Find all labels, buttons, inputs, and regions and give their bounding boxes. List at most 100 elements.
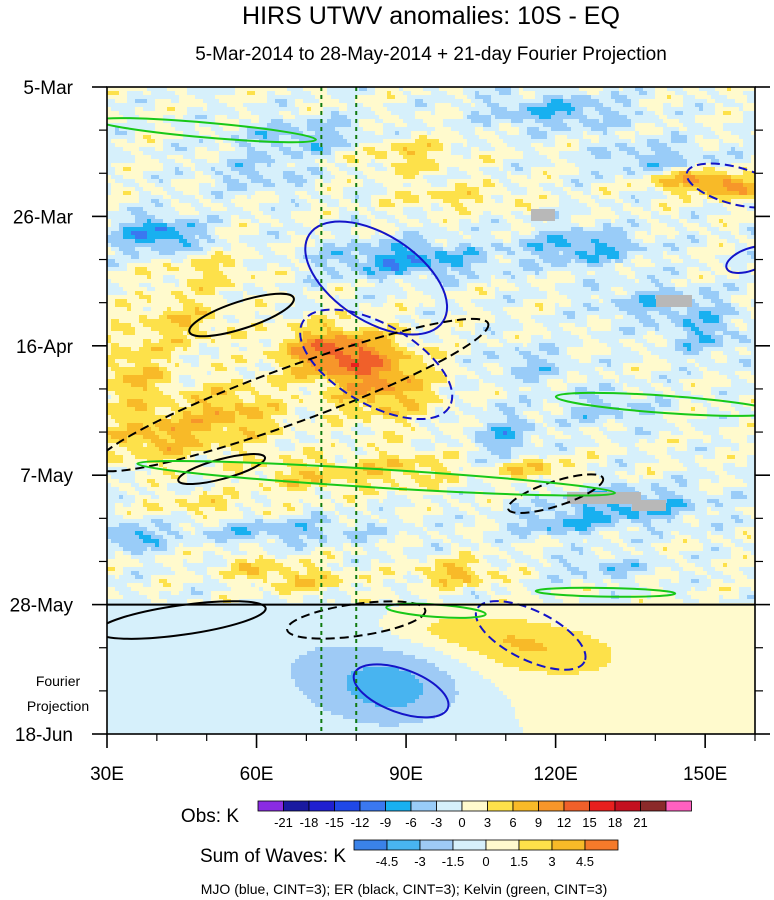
heatmap-cell-run [675, 227, 687, 231]
heatmap-cell-run [379, 267, 391, 271]
heatmap-cell-run [487, 571, 499, 575]
heatmap-cell-run [423, 259, 431, 263]
heatmap-cell-run [603, 115, 627, 119]
heatmap-cell-run [119, 443, 143, 447]
heatmap-cell-run [499, 599, 507, 603]
heatmap-cell-run [571, 111, 583, 115]
heatmap-cell-run [399, 399, 415, 403]
heatmap-cell-run [463, 591, 471, 595]
heatmap-cell-run [667, 499, 683, 503]
heatmap-cell-run [191, 587, 195, 591]
heatmap-cell-run [467, 647, 519, 651]
heatmap-cell-run [551, 263, 567, 267]
heatmap-cell-run [443, 507, 459, 511]
heatmap-cell-run [107, 551, 115, 555]
heatmap-cell-run [723, 351, 739, 355]
heatmap-cell-run [607, 243, 639, 247]
heatmap-cell-run [223, 463, 243, 467]
heatmap-cell-run [695, 359, 715, 363]
heatmap-cell-run [643, 391, 663, 395]
heatmap-cell-run [455, 403, 471, 407]
heatmap-cell-run [107, 263, 119, 267]
heatmap-cell-run [487, 423, 535, 427]
heatmap-cell-run [731, 495, 747, 499]
heatmap-cell-run [471, 191, 479, 195]
heatmap-cell-run [619, 111, 635, 115]
heatmap-cell-run [487, 447, 511, 451]
heatmap-cell-run [187, 91, 235, 95]
heatmap-cell-run [631, 195, 635, 199]
heatmap-cell-run [655, 275, 687, 279]
heatmap-cell-run [531, 499, 547, 503]
heatmap-cell-run [619, 251, 627, 255]
heatmap-cell-run [279, 483, 287, 487]
heatmap-cell-run [407, 247, 443, 251]
heatmap-cell-run [723, 339, 739, 343]
heatmap-cell-run [367, 151, 387, 155]
heatmap-cell-run [275, 471, 283, 475]
heatmap-cell-run [671, 147, 703, 151]
heatmap-cell-run [415, 139, 439, 143]
heatmap-cell-run [171, 143, 179, 147]
heatmap-cell-run [239, 235, 275, 239]
heatmap-cell-run [543, 187, 563, 191]
heatmap-cell-run [647, 467, 651, 471]
heatmap-cell-run [419, 559, 427, 563]
heatmap-cell-run [307, 339, 315, 343]
heatmap-cell-run [127, 427, 151, 431]
heatmap-cell-run [155, 215, 207, 219]
heatmap-cell-run [363, 667, 399, 671]
heatmap-cell-run [215, 543, 239, 547]
heatmap-cell-run [695, 447, 707, 451]
heatmap-cell-run [539, 347, 559, 351]
heatmap-cell-run [159, 315, 167, 319]
heatmap-cell-run [171, 259, 183, 263]
heatmap-cell-run [511, 507, 531, 511]
heatmap-cell-run [283, 175, 303, 179]
heatmap-cell-run [395, 251, 415, 255]
heatmap-cell-run [571, 243, 595, 247]
heatmap-cell-run [479, 219, 491, 223]
heatmap-cell-run [343, 563, 371, 567]
heatmap-cell-run [539, 367, 551, 371]
heatmap-cell-run [231, 567, 239, 571]
heatmap-cell-run [299, 575, 323, 579]
heatmap-cell-run [639, 243, 663, 247]
heatmap-cell-run [463, 155, 471, 159]
heatmap-cell-run [747, 187, 755, 191]
heatmap-cell-run [431, 355, 447, 359]
heatmap-cell-run [523, 583, 571, 587]
heatmap-cell-run [471, 359, 527, 363]
heatmap-cell-run [151, 155, 167, 159]
heatmap-cell-run [671, 475, 683, 479]
heatmap-cell-run [451, 147, 471, 151]
heatmap-cell-run [275, 235, 279, 239]
heatmap-cell-run [127, 359, 151, 363]
heatmap-cell-run [503, 243, 519, 247]
heatmap-cell-run [563, 463, 575, 467]
heatmap-cell-run [587, 379, 615, 383]
heatmap-cell-run [575, 163, 639, 167]
heatmap-cell-run [227, 319, 239, 323]
heatmap-cell-run [747, 459, 755, 463]
heatmap-cell-run [383, 431, 395, 435]
heatmap-cell-run [607, 435, 659, 439]
heatmap-cell-run [135, 575, 143, 579]
heatmap-cell-run [611, 95, 627, 99]
heatmap-cell-run [155, 423, 211, 427]
heatmap-cell-run [731, 335, 747, 339]
heatmap-cell-run [503, 163, 511, 167]
heatmap-cell-run [471, 235, 495, 239]
heatmap-cell-run [207, 371, 211, 375]
heatmap-cell-run [119, 423, 127, 427]
heatmap-cell-run [451, 331, 471, 335]
heatmap-cell-run [199, 191, 211, 195]
heatmap-cell-run [723, 523, 755, 527]
heatmap-cell-run [311, 275, 331, 279]
heatmap-cell-run [451, 675, 483, 679]
heatmap-cell-run [627, 151, 639, 155]
x-tick-label: 150E [683, 764, 727, 785]
heatmap-cell-run [739, 411, 755, 415]
heatmap-cell-run [491, 107, 507, 111]
heatmap-cell-run [259, 359, 263, 363]
